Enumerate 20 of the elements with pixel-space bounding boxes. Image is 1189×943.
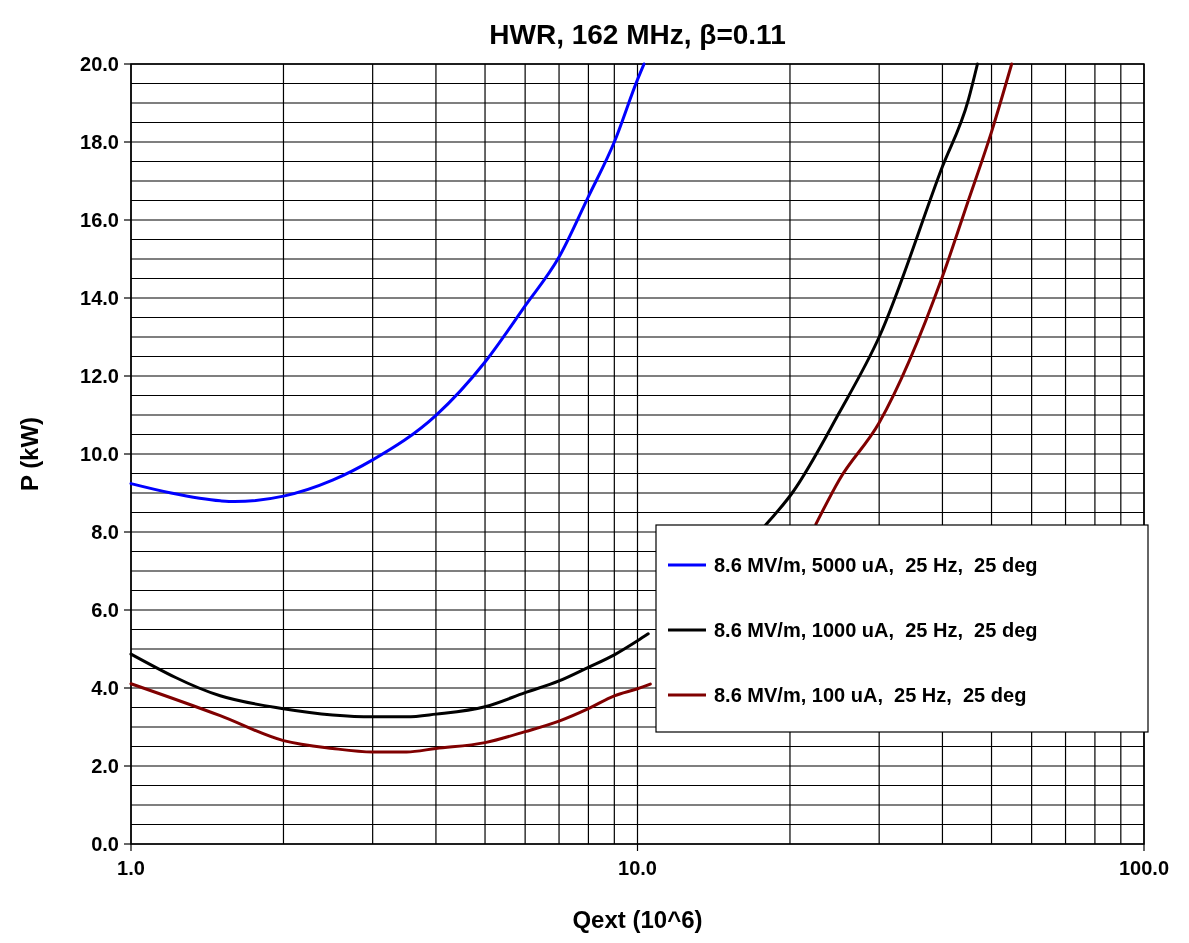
legend-label: 8.6 MV/m, 100 uA, 25 Hz, 25 deg [714, 684, 1027, 706]
y-tick-label: 14.0 [80, 287, 119, 309]
y-tick-label: 2.0 [91, 755, 119, 777]
y-tick-label: 18.0 [80, 131, 119, 153]
legend-label: 8.6 MV/m, 1000 uA, 25 Hz, 25 deg [714, 619, 1038, 641]
x-tick-label: 100.0 [1118, 857, 1170, 879]
y-tick-label: 12.0 [80, 365, 119, 387]
legend-label: 8.6 MV/m, 5000 uA, 25 Hz, 25 deg [714, 554, 1038, 576]
x-tick-label: 10.0 [618, 857, 657, 879]
y-tick-label: 20.0 [80, 53, 119, 75]
y-tick-label: 8.0 [91, 521, 119, 543]
x-tick-label: 1.0 [117, 857, 145, 879]
y-tick-label: 10.0 [80, 443, 119, 465]
y-axis-title: P (kW) [16, 416, 43, 492]
y-tick-label: 16.0 [80, 209, 119, 231]
x-axis-title: Qext (10^6) [572, 906, 703, 933]
y-tick-label: 6.0 [91, 599, 119, 621]
chart-title: HWR, 162 MHz, β=0.11 [489, 19, 786, 50]
y-tick-label: 0.0 [91, 833, 119, 855]
y-tick-label: 4.0 [91, 677, 119, 699]
